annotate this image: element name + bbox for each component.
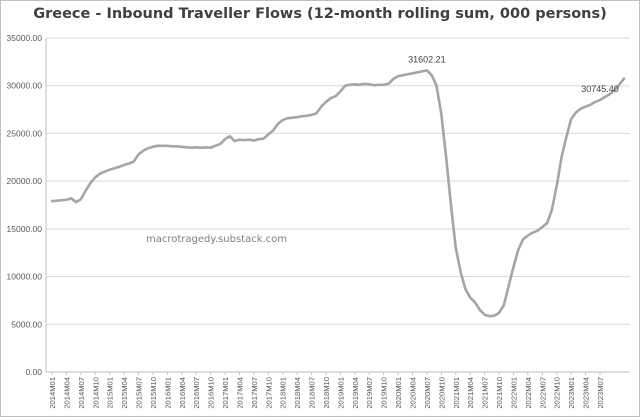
x-tick-label: 2016M10 bbox=[207, 377, 216, 409]
x-tick-label: 2020M10 bbox=[437, 377, 446, 409]
x-tick-label: 2014M07 bbox=[77, 377, 86, 409]
y-tick-label: 5000.00 bbox=[11, 319, 42, 329]
x-tick-label: 2015M01 bbox=[106, 377, 115, 409]
y-axis: 0.00 5000.00 10000.00 15000.00 20000.00 25000… bbox=[7, 33, 47, 377]
y-tick-label: 0.00 bbox=[25, 367, 42, 377]
x-tick-label: 2015M07 bbox=[135, 377, 144, 409]
x-tick-label: 2022M10 bbox=[553, 377, 562, 409]
chart-title: Greece - Inbound Traveller Flows (12-mon… bbox=[33, 6, 607, 22]
watermark-text: macrotragedy.substack.com bbox=[146, 234, 288, 245]
x-tick-label: 2016M01 bbox=[163, 377, 172, 409]
y-tick-label: 15000.00 bbox=[7, 224, 43, 234]
x-tick-label: 2021M07 bbox=[481, 377, 490, 409]
x-tick-label: 2021M04 bbox=[466, 377, 475, 409]
x-tick-label: 2019M04 bbox=[351, 377, 360, 409]
x-tick-label: 2017M07 bbox=[250, 377, 259, 409]
y-tick-label: 35000.00 bbox=[7, 33, 43, 43]
x-tick-label: 2015M04 bbox=[120, 377, 129, 409]
y-tick-label: 25000.00 bbox=[7, 128, 43, 138]
data-label: 30745.40 bbox=[581, 84, 619, 94]
x-tick-label: 2020M07 bbox=[423, 377, 432, 409]
x-tick-label: 2018M04 bbox=[293, 377, 302, 409]
x-tick-label: 2020M01 bbox=[394, 377, 403, 409]
x-tick-label: 2014M01 bbox=[48, 377, 57, 409]
x-tick-label: 2017M01 bbox=[221, 377, 230, 409]
x-tick-label: 2019M01 bbox=[336, 377, 345, 409]
x-tick-label: 2015M10 bbox=[149, 377, 158, 409]
x-tick-label: 2022M04 bbox=[524, 377, 533, 409]
x-tick-label: 2019M10 bbox=[380, 377, 389, 409]
x-tick-label: 2022M07 bbox=[538, 377, 547, 409]
x-tick-label: 2022M01 bbox=[509, 377, 518, 409]
x-tick-label: 2023M01 bbox=[567, 377, 576, 409]
x-tick-label: 2016M04 bbox=[178, 377, 187, 409]
x-tick-label: 2023M04 bbox=[582, 377, 591, 409]
x-tick-label: 2020M04 bbox=[409, 377, 418, 409]
x-tick-label: 2018M01 bbox=[279, 377, 288, 409]
y-tick-label: 10000.00 bbox=[7, 272, 43, 282]
x-tick-label: 2018M07 bbox=[308, 377, 317, 409]
data-labels: 31602.21 30745.40 bbox=[408, 54, 619, 94]
x-tick-label: 2021M01 bbox=[452, 377, 461, 409]
x-tick-label: 2021M10 bbox=[495, 377, 504, 409]
y-tick-label: 20000.00 bbox=[7, 176, 43, 186]
series-line bbox=[50, 69, 626, 318]
x-tick-label: 2019M07 bbox=[365, 377, 374, 409]
x-tick-label: 2014M04 bbox=[62, 377, 71, 409]
data-label: 31602.21 bbox=[408, 54, 446, 64]
series-group bbox=[50, 69, 626, 318]
x-tick-label: 2023M07 bbox=[596, 377, 605, 409]
x-tick-label: 2018M10 bbox=[322, 377, 331, 409]
x-tick-label: 2016M07 bbox=[192, 377, 201, 409]
gridlines bbox=[46, 37, 630, 373]
x-tick-label: 2017M04 bbox=[235, 377, 244, 409]
x-tick-label: 2017M10 bbox=[264, 377, 273, 409]
x-tick-label: 2014M10 bbox=[91, 377, 100, 409]
x-axis: 2014M01 2014M04 2014M07 2014M10 2015M01 2015M… bbox=[46, 371, 630, 409]
y-tick-label: 30000.00 bbox=[7, 81, 43, 91]
